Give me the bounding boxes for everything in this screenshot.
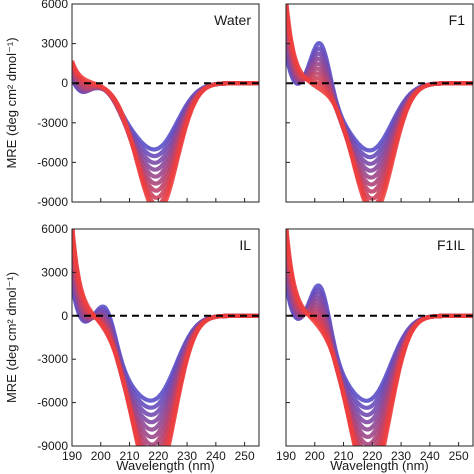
y-tick-label: -3000 [37, 352, 68, 366]
curve-group [286, 4, 473, 202]
spectrum-line-1 [72, 284, 259, 403]
y-tick-label: -9000 [37, 195, 68, 209]
x-tick-label: 210 [120, 449, 140, 463]
y-tick-label: 6000 [41, 0, 68, 11]
x-tick-label: 230 [391, 449, 411, 463]
x-tick-label: 200 [305, 449, 325, 463]
x-tick-label: 230 [177, 449, 197, 463]
y-tick-label: -6000 [37, 396, 68, 410]
y-tick-label: 0 [61, 309, 68, 323]
x-tick-label: 200 [91, 449, 111, 463]
y-tick-label: -6000 [37, 155, 68, 169]
y-tick-label: -9000 [37, 439, 68, 453]
y-axis-title: MRE (deg cm² dmol⁻¹) [4, 272, 19, 403]
panel-water: Water 6000 3000 0 -3000 -6000 -9000 MRE (deg cm… [4, 0, 260, 209]
curve-group [72, 60, 259, 202]
spectrum-line-12 [286, 229, 473, 446]
x-axis-title: Wavelength (nm) [330, 458, 429, 473]
x-tick-label: 190 [276, 449, 296, 463]
panel-frame [71, 3, 260, 203]
y-tick-label: -3000 [37, 116, 68, 130]
x-tick-label: 240 [420, 449, 440, 463]
spectrum-line-10 [286, 4, 473, 202]
x-tick-label: 250 [235, 449, 255, 463]
x-axis-title: Wavelength (nm) [116, 458, 215, 473]
panel-label: F1IL [437, 237, 465, 253]
panel-f1il: F1IL 190 200 210 220 230 240 250 Wavelength (nm) [276, 228, 474, 473]
x-tick-label: 210 [334, 449, 354, 463]
panel-frame [285, 3, 474, 203]
panel-label: F1 [449, 12, 466, 28]
panel-frame [71, 228, 260, 447]
x-tick-label: 250 [449, 449, 469, 463]
panel-f1: F1 [285, 3, 474, 203]
y-tick-label: 6000 [41, 222, 68, 236]
panel-label: IL [239, 237, 251, 253]
curve-group [286, 229, 473, 446]
x-tick-label: 220 [148, 449, 168, 463]
panel-label: Water [214, 12, 251, 28]
y-tick-label: 3000 [41, 265, 68, 279]
y-tick-label: 3000 [41, 37, 68, 51]
y-axis-title: MRE (deg cm² dmol⁻¹) [4, 37, 19, 168]
panel-frame [285, 228, 474, 447]
x-tick-label: 240 [206, 449, 226, 463]
spectrum-line-12 [72, 229, 259, 446]
curve-group [72, 229, 259, 446]
y-tick-label: 0 [61, 76, 68, 90]
x-tick-label: 190 [62, 449, 82, 463]
x-tick-label: 220 [362, 449, 382, 463]
